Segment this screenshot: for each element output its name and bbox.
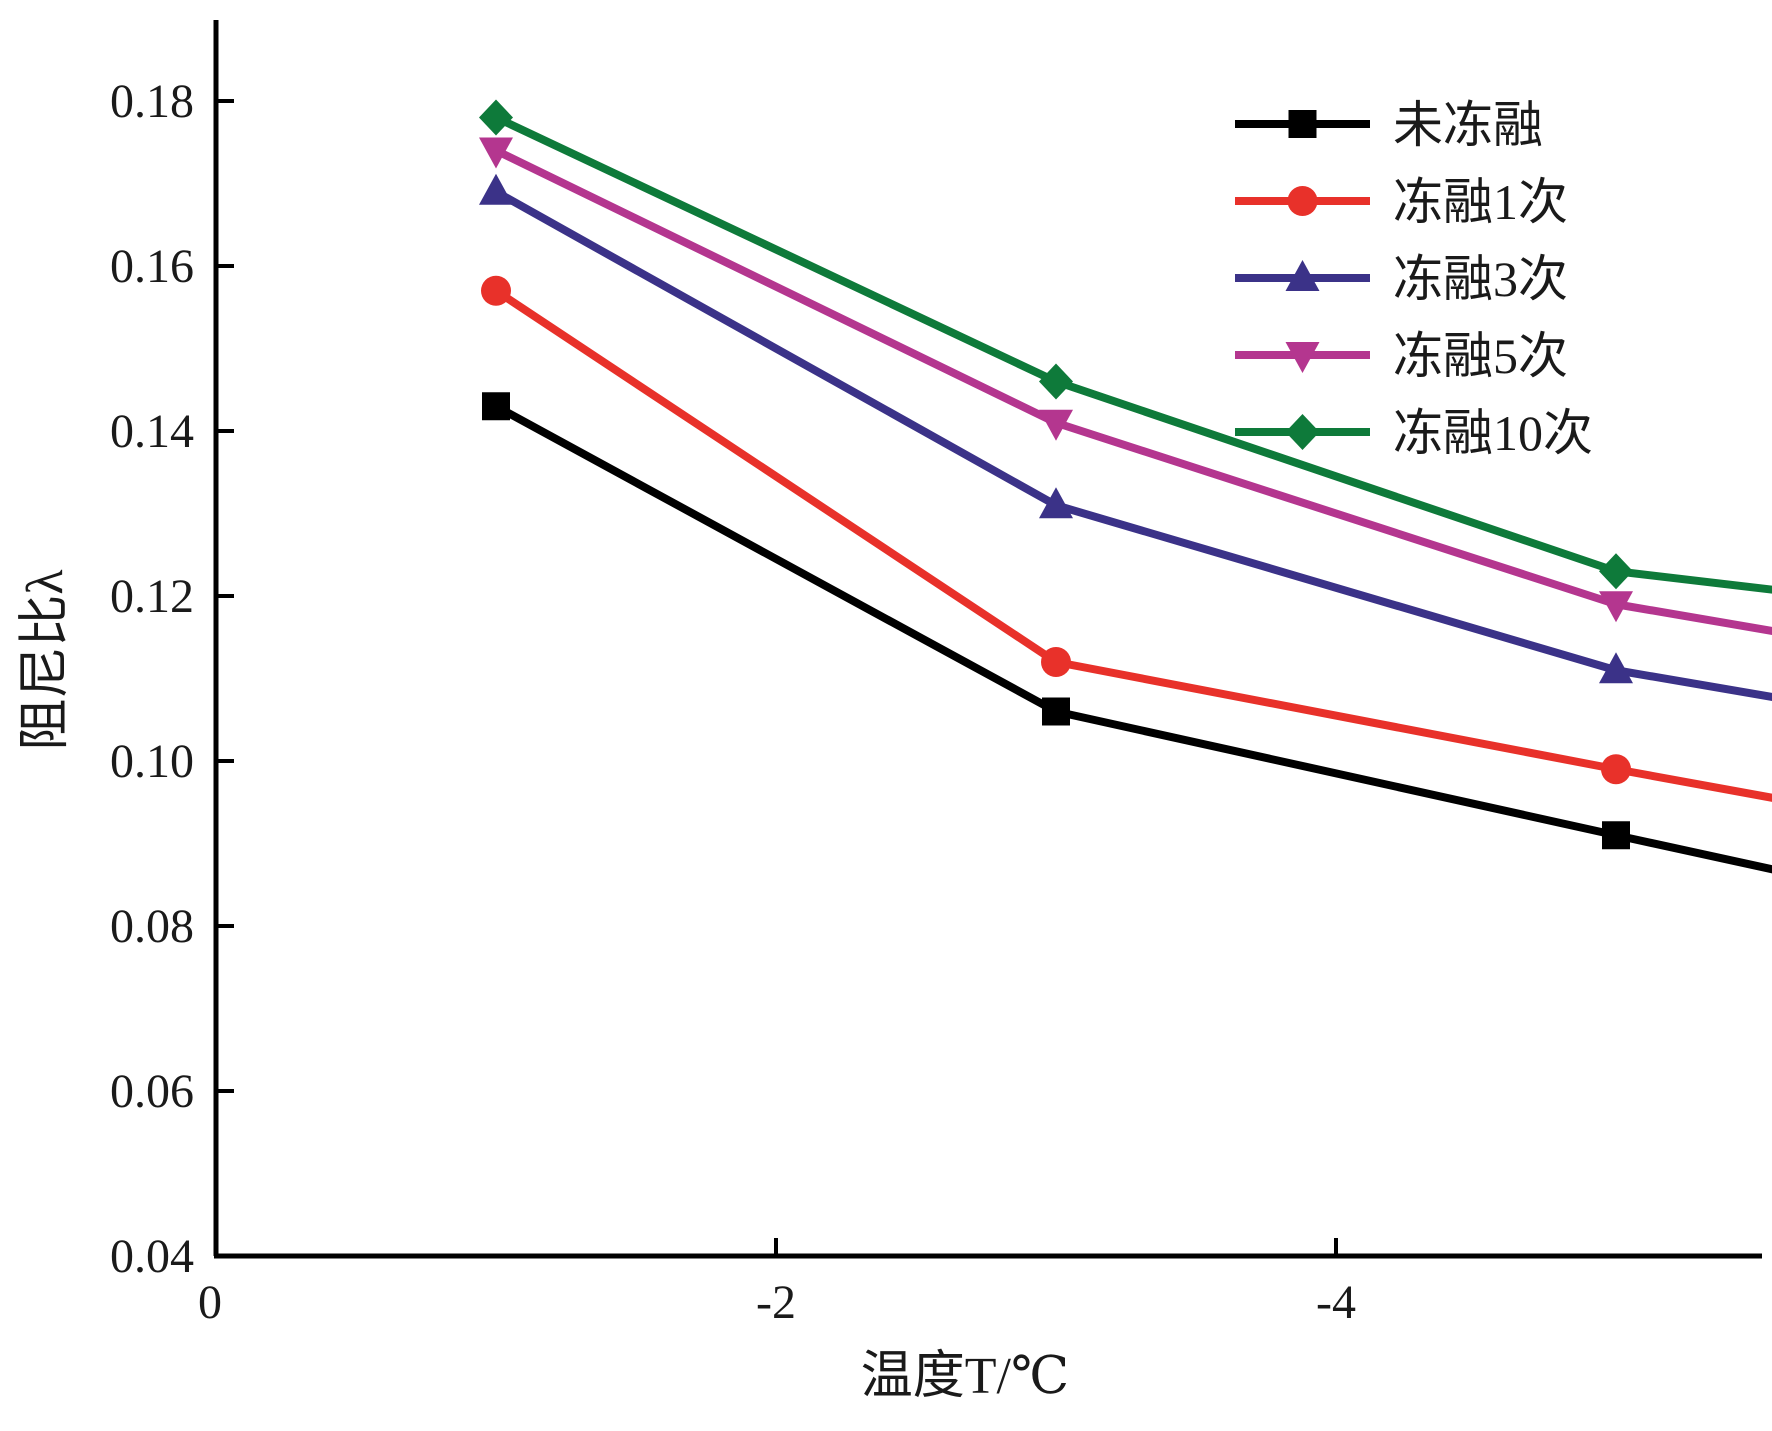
legend-item: 未冻融: [1235, 97, 1543, 153]
legend-item: 冻融1次: [1235, 174, 1568, 230]
series-line: [494, 146, 1772, 635]
x-tick-label: -2: [756, 1276, 796, 1329]
series-5: [479, 99, 1772, 594]
data-point-marker: [1599, 652, 1633, 684]
legend-item: 冻融10次: [1235, 405, 1593, 461]
legend-label: 冻融5次: [1393, 328, 1568, 384]
data-point-marker: [1039, 409, 1073, 441]
series-group: [479, 99, 1772, 874]
data-point-marker: [1042, 697, 1070, 726]
series-line: [494, 113, 1772, 594]
legend-label: 未冻融: [1393, 97, 1543, 153]
data-point-marker: [1041, 647, 1071, 677]
y-tick-label: 0.14: [110, 405, 194, 458]
legend-marker: [1285, 414, 1320, 450]
data-point-marker: [1601, 754, 1631, 785]
legend-marker: [1285, 260, 1320, 291]
y-tick-label: 0.06: [110, 1065, 194, 1118]
data-point-marker: [479, 173, 513, 205]
series-3: [479, 173, 1772, 701]
series-line: [494, 402, 1772, 874]
legend-label: 冻融3次: [1393, 251, 1568, 307]
y-axis-title: 阻尼比λ: [17, 569, 74, 750]
y-tick-label: 0.04: [110, 1230, 194, 1283]
series-line: [494, 188, 1772, 701]
y-tick-label: 0.10: [110, 735, 194, 788]
y-tick-label: 0.12: [110, 570, 194, 623]
data-point-marker: [481, 275, 511, 306]
x-axis-title: 温度T/℃: [861, 1348, 1069, 1405]
legend-item: 冻融3次: [1235, 251, 1568, 307]
data-point-marker: [1599, 591, 1633, 623]
y-tick-label: 0.18: [110, 75, 194, 128]
legend-item: 冻融5次: [1235, 328, 1568, 384]
data-point-marker: [479, 99, 513, 136]
legend-label: 冻融10次: [1393, 405, 1593, 461]
data-point-marker: [479, 137, 513, 169]
data-point-marker: [1599, 553, 1633, 590]
data-point-marker: [1039, 363, 1073, 400]
data-point-marker: [482, 392, 510, 421]
data-point-marker: [1039, 487, 1073, 519]
legend-marker: [1288, 110, 1317, 138]
x-tick-label: 0: [198, 1276, 222, 1329]
data-point-marker: [1602, 821, 1630, 850]
series-4: [479, 137, 1772, 635]
series-2: [481, 275, 1772, 802]
x-tick-label: -4: [1316, 1276, 1356, 1329]
axes: 0.040.060.080.100.120.140.160.180-2-4-6-…: [110, 20, 1762, 1329]
y-tick-label: 0.08: [110, 900, 194, 953]
y-tick-label: 0.16: [110, 240, 194, 293]
series-line: [493, 287, 1772, 802]
legend-label: 冻融1次: [1393, 174, 1568, 230]
legend-marker: [1285, 342, 1320, 373]
series-1: [482, 392, 1772, 874]
legend-marker: [1287, 186, 1318, 216]
